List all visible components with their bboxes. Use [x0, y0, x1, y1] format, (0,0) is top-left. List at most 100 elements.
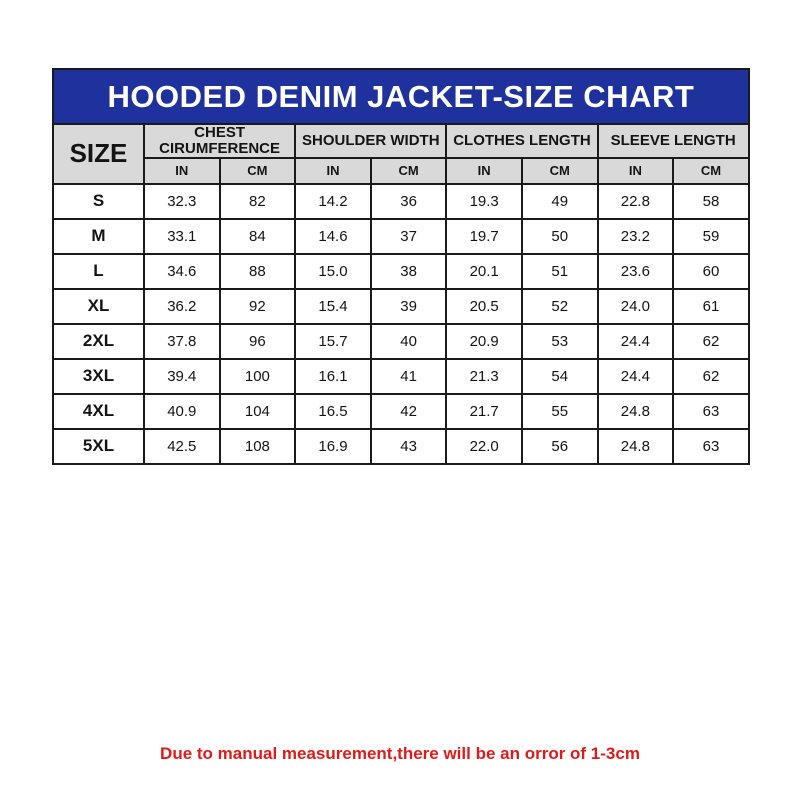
unit-header-row: IN CM IN CM IN CM IN CM — [53, 156, 750, 185]
column-group-chest-cirumference: CHEST CIRUMFERENCE — [142, 123, 297, 159]
size-chart-container: HOODED DENIM JACKET-SIZE CHART SIZE CHES… — [52, 68, 750, 465]
measurement-cell: 20.1 — [445, 252, 523, 290]
measurement-cell: 37 — [369, 217, 448, 255]
measurement-cell: 21.3 — [445, 357, 523, 395]
title-bar: HOODED DENIM JACKET-SIZE CHART — [52, 68, 750, 125]
measurement-cell: 15.4 — [294, 287, 372, 325]
measurement-cell: 41 — [369, 357, 448, 395]
column-group-clothes-length: CLOTHES LENGTH — [445, 123, 599, 159]
measurement-cell: 14.6 — [294, 217, 372, 255]
title-row: HOODED DENIM JACKET-SIZE CHART — [52, 68, 750, 125]
measurement-cell: 55 — [520, 392, 599, 430]
column-group-sleeve-length: SLEEVE LENGTH — [596, 123, 750, 159]
measurement-cell: 39 — [369, 287, 448, 325]
measurement-cell: 49 — [520, 182, 599, 220]
measurement-cell: 104 — [218, 392, 297, 430]
measurement-cell: 82 — [218, 182, 297, 220]
measurement-cell: 39.4 — [143, 357, 221, 395]
measurement-cell: 24.4 — [596, 357, 675, 395]
unit-header-cm: CM — [218, 156, 297, 185]
unit-header-in: IN — [143, 156, 221, 185]
measurement-cell: 20.5 — [445, 287, 523, 325]
measurement-cell: 40 — [369, 322, 448, 360]
size-label: M — [52, 217, 145, 255]
size-label: 2XL — [52, 322, 145, 360]
column-header-size: SIZE — [52, 123, 145, 185]
measurement-cell: 58 — [672, 182, 750, 220]
measurement-cell: 37.8 — [143, 322, 221, 360]
measurement-cell: 61 — [672, 287, 750, 325]
unit-header-in: IN — [596, 156, 675, 185]
size-label: S — [52, 182, 145, 220]
measurement-disclaimer: Due to manual measurement,there will be … — [160, 744, 640, 763]
measurement-cell: 40.9 — [143, 392, 221, 430]
size-label: XL — [52, 287, 145, 325]
measurement-cell: 51 — [520, 252, 599, 290]
measurement-cell: 62 — [672, 357, 750, 395]
measurement-cell: 52 — [520, 287, 599, 325]
column-group-header-row: SIZE CHEST CIRUMFERENCE SHOULDER WIDTH CLO… — [52, 123, 750, 185]
measurement-cell: 54 — [520, 357, 599, 395]
measurement-cell: 53 — [520, 322, 599, 360]
measurement-cell: 24.0 — [596, 287, 675, 325]
measurement-cell: 23.2 — [596, 217, 675, 255]
table-row-s: S 32.3 82 14.2 36 19.3 49 22.8 58 — [52, 182, 750, 220]
measurement-cell: 22.8 — [596, 182, 675, 220]
size-label: L — [52, 252, 145, 290]
unit-header-in: IN — [294, 156, 372, 185]
measurement-cell: 84 — [218, 217, 297, 255]
measurement-cell: 20.9 — [445, 322, 523, 360]
column-group-shoulder-width: SHOULDER WIDTH — [294, 123, 448, 159]
measurement-cell: 59 — [672, 217, 750, 255]
measurement-cell: 24.8 — [596, 427, 675, 465]
measurement-cell: 15.7 — [294, 322, 372, 360]
table-row-4xl: 4XL 40.9 104 16.5 42 21.7 55 24.8 63 — [52, 392, 750, 430]
measurement-cell: 108 — [218, 427, 297, 465]
size-label: 5XL — [52, 427, 145, 465]
measurement-cell: 24.4 — [596, 322, 675, 360]
size-label: 4XL — [52, 392, 145, 430]
table-row-5xl: 5XL 42.5 108 16.9 43 22.0 56 24.8 63 — [52, 427, 750, 465]
unit-header-cm: CM — [672, 156, 750, 185]
measurement-cell: 96 — [218, 322, 297, 360]
measurement-cell: 42 — [369, 392, 448, 430]
measurement-cell: 42.5 — [143, 427, 221, 465]
measurement-cell: 50 — [520, 217, 599, 255]
measurement-cell: 14.2 — [294, 182, 372, 220]
measurement-cell: 100 — [218, 357, 297, 395]
measurement-cell: 38 — [369, 252, 448, 290]
measurement-cell: 63 — [672, 392, 750, 430]
measurement-cell: 21.7 — [445, 392, 523, 430]
size-chart-body: S 32.3 82 14.2 36 19.3 49 22.8 58 M 33.1 84 14.6 37 19… — [52, 182, 750, 465]
measurement-cell: 19.3 — [445, 182, 523, 220]
measurement-cell: 92 — [218, 287, 297, 325]
page-title: HOODED DENIM JACKET-SIZE CHART — [107, 79, 695, 114]
measurement-cell: 60 — [672, 252, 750, 290]
measurement-cell: 34.6 — [143, 252, 221, 290]
measurement-cell: 15.0 — [294, 252, 372, 290]
measurement-cell: 36.2 — [143, 287, 221, 325]
measurement-cell: 88 — [218, 252, 297, 290]
measurement-cell: 36 — [369, 182, 448, 220]
size-chart-table: HOODED DENIM JACKET-SIZE CHART SIZE CHES… — [52, 68, 750, 465]
unit-header-cm: CM — [369, 156, 448, 185]
measurement-cell: 16.5 — [294, 392, 372, 430]
measurement-cell: 32.3 — [143, 182, 221, 220]
measurement-cell: 56 — [520, 427, 599, 465]
table-row-3xl: 3XL 39.4 100 16.1 41 21.3 54 24.4 62 — [52, 357, 750, 395]
measurement-cell: 22.0 — [445, 427, 523, 465]
table-row-m: M 33.1 84 14.6 37 19.7 50 23.2 59 — [52, 217, 750, 255]
measurement-cell: 16.9 — [294, 427, 372, 465]
unit-header-cm: CM — [520, 156, 599, 185]
unit-header-in: IN — [445, 156, 523, 185]
measurement-cell: 19.7 — [445, 217, 523, 255]
table-row-2xl: 2XL 37.8 96 15.7 40 20.9 53 24.4 62 — [52, 322, 750, 360]
measurement-cell: 43 — [369, 427, 448, 465]
size-label: 3XL — [52, 357, 145, 395]
measurement-cell: 63 — [672, 427, 750, 465]
measurement-cell: 23.6 — [596, 252, 675, 290]
measurement-cell: 33.1 — [143, 217, 221, 255]
measurement-cell: 16.1 — [294, 357, 372, 395]
table-row-l: L 34.6 88 15.0 38 20.1 51 23.6 60 — [52, 252, 750, 290]
